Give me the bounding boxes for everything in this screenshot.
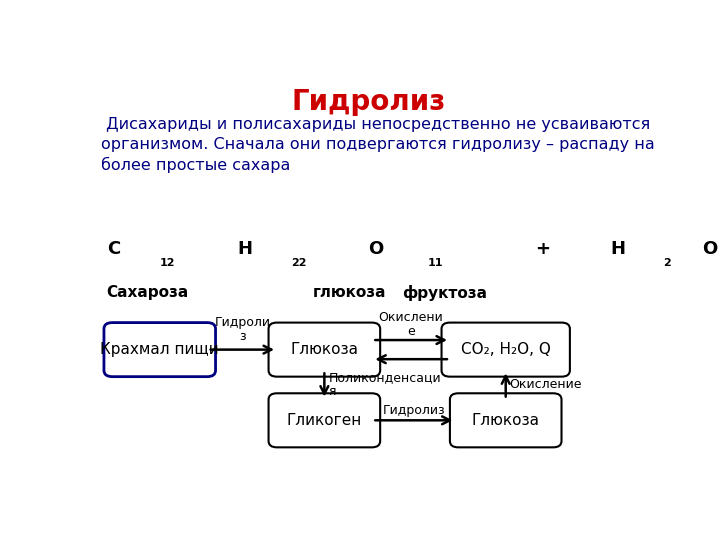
Text: Глюкоза: Глюкоза xyxy=(290,342,359,357)
Text: C: C xyxy=(107,240,120,258)
Text: Гликоген: Гликоген xyxy=(287,413,362,428)
Text: Окислени
е: Окислени е xyxy=(379,312,444,339)
Text: O: O xyxy=(702,240,717,258)
Text: Дисахариды и полисахариды непосредственно не усваиваются
организмом. Сначала они: Дисахариды и полисахариды непосредственн… xyxy=(101,117,655,173)
Text: 12: 12 xyxy=(160,259,176,268)
Text: O: O xyxy=(369,240,384,258)
FancyBboxPatch shape xyxy=(104,322,215,377)
Text: 2: 2 xyxy=(664,259,671,268)
Text: H: H xyxy=(610,240,625,258)
Text: H: H xyxy=(238,240,253,258)
Text: глюкоза: глюкоза xyxy=(313,285,387,300)
Text: Гидролиз: Гидролиз xyxy=(292,87,446,116)
Text: 22: 22 xyxy=(291,259,306,268)
Text: Крахмал пищи: Крахмал пищи xyxy=(100,342,219,357)
Text: Сахароза: Сахароза xyxy=(107,285,189,300)
Text: фруктоза: фруктоза xyxy=(402,285,487,301)
FancyBboxPatch shape xyxy=(269,393,380,447)
Text: CO₂, H₂O, Q: CO₂, H₂O, Q xyxy=(461,342,551,357)
Text: Гидролиз: Гидролиз xyxy=(382,404,445,417)
Text: Гидроли
з: Гидроли з xyxy=(215,315,270,342)
Text: Глюкоза: Глюкоза xyxy=(472,413,540,428)
Text: 11: 11 xyxy=(428,259,443,268)
FancyBboxPatch shape xyxy=(450,393,562,447)
FancyBboxPatch shape xyxy=(441,322,570,377)
FancyBboxPatch shape xyxy=(269,322,380,377)
Text: Окисление: Окисление xyxy=(510,379,582,392)
Text: Поликонденсаци
я: Поликонденсаци я xyxy=(328,372,441,399)
Text: +: + xyxy=(535,240,549,258)
